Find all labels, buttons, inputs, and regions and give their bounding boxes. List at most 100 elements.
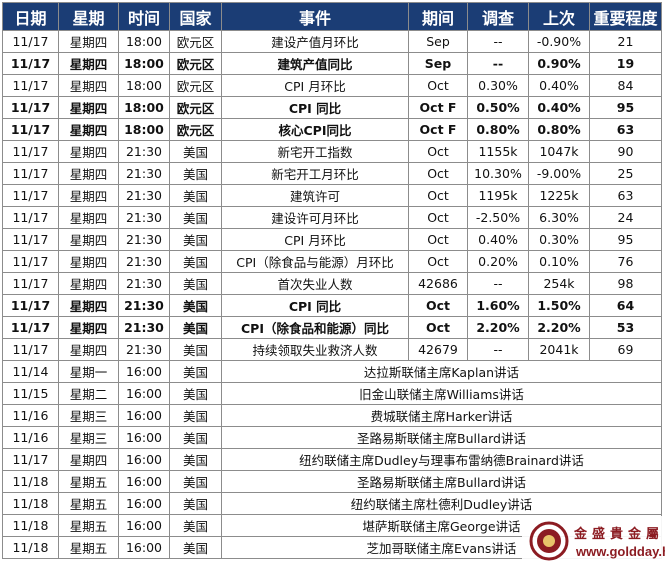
cell-time: 21:30 bbox=[118, 338, 170, 361]
cell-importance: 53 bbox=[589, 316, 662, 339]
cell-country: 欧元区 bbox=[169, 74, 222, 97]
table-row: 11/17 星期四 18:00 欧元区 建设产值月环比 Sep -- -0.90% 21 bbox=[2, 30, 662, 53]
cell-previous: 2041k bbox=[528, 338, 590, 361]
speech-row: 11/14 星期一 16:00 美国 达拉斯联储主席Kaplan讲话 bbox=[2, 360, 662, 383]
cell-importance: 84 bbox=[589, 74, 662, 97]
header-survey: 调查 bbox=[467, 2, 529, 31]
cell-period: Oct bbox=[408, 140, 468, 163]
cell-event: 持续领取失业救济人数 bbox=[221, 338, 409, 361]
cell-country: 美国 bbox=[169, 470, 222, 493]
cell-importance: 24 bbox=[589, 206, 662, 229]
cell-weekday: 星期四 bbox=[58, 294, 119, 317]
cell-weekday: 星期四 bbox=[58, 338, 119, 361]
cell-survey: 0.80% bbox=[467, 118, 529, 141]
cell-importance: 98 bbox=[589, 272, 662, 295]
cell-date: 11/17 bbox=[2, 316, 59, 339]
table-row: 11/17 星期四 21:30 美国 持续领取失业救济人数 42679 -- 2041k 69 bbox=[2, 338, 662, 361]
cell-weekday: 星期三 bbox=[58, 426, 119, 449]
cell-time: 21:30 bbox=[118, 228, 170, 251]
cell-country: 美国 bbox=[169, 536, 222, 559]
cell-previous: 1.50% bbox=[528, 294, 590, 317]
cell-date: 11/16 bbox=[2, 426, 59, 449]
cell-time: 16:00 bbox=[118, 404, 170, 427]
cell-event: 建筑许可 bbox=[221, 184, 409, 207]
cell-country: 美国 bbox=[169, 206, 222, 229]
cell-event: CPI 同比 bbox=[221, 96, 409, 119]
cell-previous: 0.30% bbox=[528, 228, 590, 251]
cell-speech-event: 纽约联储主席Dudley与理事布雷纳德Brainard讲话 bbox=[221, 448, 662, 471]
cell-importance: 63 bbox=[589, 184, 662, 207]
cell-speech-event: 圣路易斯联储主席Bullard讲话 bbox=[221, 426, 662, 449]
cell-date: 11/16 bbox=[2, 404, 59, 427]
cell-weekday: 星期五 bbox=[58, 492, 119, 515]
cell-event: 建设许可月环比 bbox=[221, 206, 409, 229]
table-body: 11/17 星期四 18:00 欧元区 建设产值月环比 Sep -- -0.90% 21 11/1… bbox=[2, 30, 662, 559]
cell-survey: 2.20% bbox=[467, 316, 529, 339]
goldday-logo-icon bbox=[529, 521, 569, 561]
cell-date: 11/17 bbox=[2, 206, 59, 229]
cell-speech-event: 费城联储主席Harker讲话 bbox=[221, 404, 662, 427]
cell-previous: 0.40% bbox=[528, 74, 590, 97]
cell-previous: 0.80% bbox=[528, 118, 590, 141]
watermark-name: 金盛貴金屬 bbox=[574, 527, 665, 542]
cell-weekday: 星期四 bbox=[58, 228, 119, 251]
cell-date: 11/17 bbox=[2, 118, 59, 141]
cell-country: 欧元区 bbox=[169, 96, 222, 119]
cell-previous: 2.20% bbox=[528, 316, 590, 339]
economic-calendar-table: 日期 星期 时间 国家 事件 期间 调查 上次 重要程度 11/17 星期四 18:… bbox=[2, 2, 662, 559]
cell-weekday: 星期四 bbox=[58, 272, 119, 295]
table-header-row: 日期 星期 时间 国家 事件 期间 调查 上次 重要程度 bbox=[2, 2, 662, 31]
cell-time: 21:30 bbox=[118, 206, 170, 229]
cell-time: 21:30 bbox=[118, 162, 170, 185]
watermark-url: www.goldday.hk bbox=[576, 544, 665, 559]
cell-period: Sep bbox=[408, 30, 468, 53]
cell-date: 11/17 bbox=[2, 96, 59, 119]
cell-time: 16:00 bbox=[118, 492, 170, 515]
cell-weekday: 星期五 bbox=[58, 470, 119, 493]
cell-time: 16:00 bbox=[118, 382, 170, 405]
cell-country: 欧元区 bbox=[169, 30, 222, 53]
cell-survey: -2.50% bbox=[467, 206, 529, 229]
cell-country: 美国 bbox=[169, 382, 222, 405]
cell-date: 11/17 bbox=[2, 338, 59, 361]
cell-country: 美国 bbox=[169, 426, 222, 449]
cell-previous: -0.90% bbox=[528, 30, 590, 53]
header-importance: 重要程度 bbox=[589, 2, 662, 31]
cell-weekday: 星期四 bbox=[58, 140, 119, 163]
cell-period: Oct bbox=[408, 228, 468, 251]
header-time: 时间 bbox=[118, 2, 170, 31]
cell-weekday: 星期四 bbox=[58, 118, 119, 141]
cell-previous: 6.30% bbox=[528, 206, 590, 229]
cell-date: 11/18 bbox=[2, 536, 59, 559]
cell-survey: -- bbox=[467, 338, 529, 361]
cell-weekday: 星期一 bbox=[58, 360, 119, 383]
cell-event: CPI（除食品与能源）月环比 bbox=[221, 250, 409, 273]
cell-period: Oct bbox=[408, 74, 468, 97]
cell-time: 16:00 bbox=[118, 536, 170, 559]
cell-importance: 21 bbox=[589, 30, 662, 53]
cell-period: Oct bbox=[408, 206, 468, 229]
cell-survey: 0.30% bbox=[467, 74, 529, 97]
cell-event: CPI 同比 bbox=[221, 294, 409, 317]
cell-time: 21:30 bbox=[118, 316, 170, 339]
cell-previous: -9.00% bbox=[528, 162, 590, 185]
cell-date: 11/17 bbox=[2, 272, 59, 295]
table-row: 11/17 星期四 21:30 美国 CPI 同比 Oct 1.60% 1.50% 64 bbox=[2, 294, 662, 317]
cell-country: 美国 bbox=[169, 250, 222, 273]
speech-row: 11/15 星期二 16:00 美国 旧金山联储主席Williams讲话 bbox=[2, 382, 662, 405]
cell-importance: 76 bbox=[589, 250, 662, 273]
cell-time: 21:30 bbox=[118, 140, 170, 163]
cell-time: 16:00 bbox=[118, 360, 170, 383]
cell-weekday: 星期五 bbox=[58, 514, 119, 537]
cell-country: 美国 bbox=[169, 162, 222, 185]
cell-time: 16:00 bbox=[118, 514, 170, 537]
cell-time: 16:00 bbox=[118, 426, 170, 449]
cell-date: 11/17 bbox=[2, 448, 59, 471]
cell-period: Oct bbox=[408, 294, 468, 317]
cell-previous: 0.90% bbox=[528, 52, 590, 75]
cell-survey: -- bbox=[467, 272, 529, 295]
table-row: 11/17 星期四 18:00 欧元区 建筑产值同比 Sep -- 0.90% 19 bbox=[2, 52, 662, 75]
cell-importance: 64 bbox=[589, 294, 662, 317]
cell-survey: 0.20% bbox=[467, 250, 529, 273]
cell-country: 美国 bbox=[169, 360, 222, 383]
